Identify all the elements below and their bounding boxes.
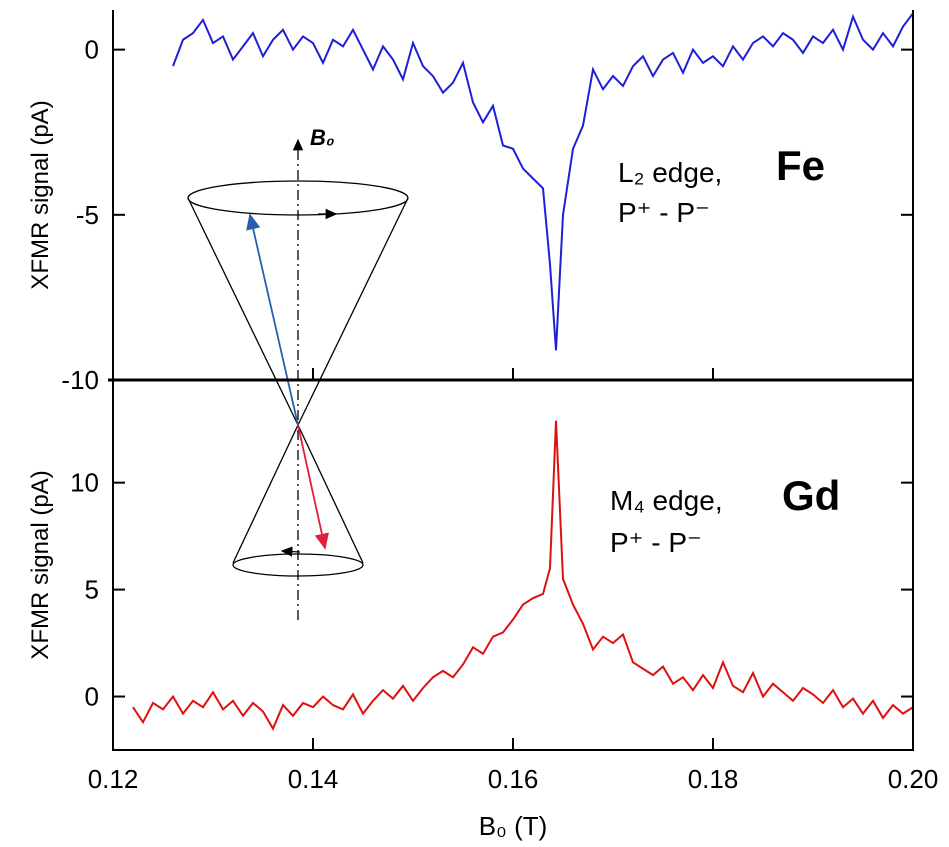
y-axis-label: XFMR signal (pA): [27, 470, 54, 659]
precession-cone: [187, 138, 409, 620]
y-tick-label: -10: [61, 365, 99, 395]
annotation: B₀: [310, 125, 335, 150]
y-axis-label: XFMR signal (pA): [27, 100, 54, 289]
annotation: P⁺ - P⁻: [610, 527, 702, 558]
x-tick-label: 0.12: [88, 764, 139, 794]
annotation: P⁺ - P⁻: [618, 197, 710, 228]
annotation: M₄ edge,: [610, 485, 723, 516]
x-tick-label: 0.16: [488, 764, 539, 794]
x-tick-label: 0.18: [688, 764, 739, 794]
y-tick-label: 0: [85, 682, 99, 712]
y-tick-label: 0: [85, 35, 99, 65]
y-tick-label: -5: [76, 200, 99, 230]
annotation: Fe: [776, 142, 825, 189]
data-line: [132, 420, 914, 731]
x-axis-label: B₀ (T): [479, 811, 548, 841]
annotation: Gd: [782, 472, 840, 519]
x-tick-label: 0.20: [888, 764, 939, 794]
annotation: L₂ edge,: [618, 157, 722, 188]
y-tick-label: 10: [70, 468, 99, 498]
y-tick-label: 5: [85, 575, 99, 605]
data-line: [172, 12, 914, 351]
x-tick-label: 0.14: [288, 764, 339, 794]
